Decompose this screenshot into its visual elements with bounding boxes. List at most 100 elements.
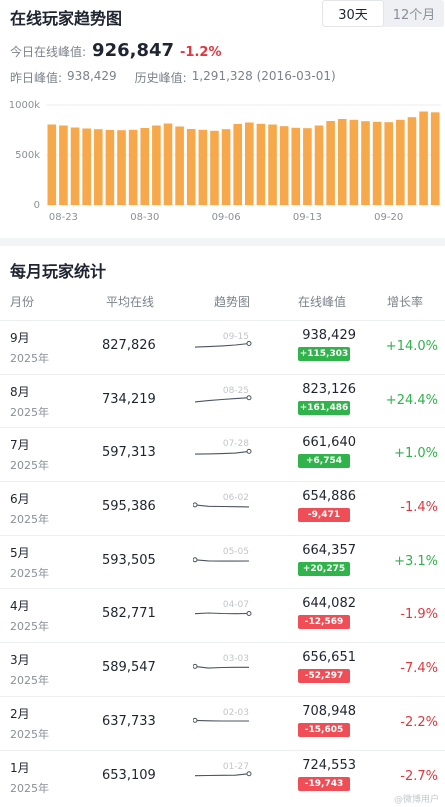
- sparkline-peak-dot: [193, 717, 198, 723]
- row-avg-online: 653,109: [102, 767, 156, 783]
- chart-bar[interactable]: [419, 111, 428, 206]
- row-peak-value: 656,651: [302, 650, 356, 666]
- row-month: 1月: [10, 760, 30, 775]
- watermark: @微博用户: [393, 795, 439, 805]
- chart-bar[interactable]: [233, 124, 242, 205]
- table-row[interactable]: 9月 2025年 827,826 09-15 938,429 +115,303 +14.0%: [0, 320, 445, 374]
- yesterday-peak-value: 938,429: [67, 69, 117, 83]
- chart-bar[interactable]: [349, 119, 359, 205]
- table-row[interactable]: 6月 2025年 595,386 06-02 654,886 -9,471 -1.4%: [0, 481, 445, 535]
- chart-bar[interactable]: [372, 121, 382, 205]
- table-header: 月份 平均在线 趋势图 在线峰值 增长率: [0, 291, 445, 313]
- chart-bar[interactable]: [59, 125, 68, 206]
- alltime-peak-value: 1,291,328 (2016-03-01): [191, 69, 336, 83]
- chart-bar[interactable]: [128, 129, 138, 205]
- row-peak-date: 09-15: [223, 332, 249, 342]
- chart-bar[interactable]: [430, 112, 440, 205]
- row-peak-value: 661,640: [302, 435, 356, 451]
- table-row[interactable]: 4月 2025年 582,771 04-07 644,082 -12,569 -1.9%: [0, 588, 445, 642]
- chart-bar[interactable]: [279, 126, 289, 205]
- row-growth-rate: +14.0%: [385, 339, 438, 354]
- table-row[interactable]: 1月 2025年 653,109 01-27 724,553 -19,743 -2.7%: [0, 749, 445, 804]
- chart-bar[interactable]: [268, 124, 277, 206]
- row-trend-sparkline: 08-25: [194, 386, 252, 403]
- tab-12-months[interactable]: 12个月: [392, 8, 436, 23]
- row-peak-delta-badge: +6,754: [298, 454, 350, 469]
- chart-bar[interactable]: [198, 129, 208, 205]
- row-growth-rate: +24.4%: [385, 392, 438, 408]
- col-month: 月份: [10, 295, 35, 309]
- row-growth-rate: -1.9%: [400, 607, 438, 623]
- row-avg-online: 582,771: [102, 606, 156, 622]
- today-peak-change: -1.2%: [180, 45, 222, 60]
- x-tick-label: 08-30: [130, 212, 159, 223]
- monthly-section-title: 每月玩家统计: [10, 262, 107, 281]
- chart-bar[interactable]: [117, 130, 126, 205]
- sparkline-path: [194, 396, 250, 403]
- sparkline-path: [194, 719, 249, 722]
- x-tick-label: 08-23: [49, 212, 78, 223]
- row-avg-online: 637,733: [102, 713, 156, 729]
- row-avg-online: 595,386: [102, 499, 156, 515]
- chart-bar[interactable]: [303, 128, 312, 205]
- chart-bar[interactable]: [291, 127, 301, 205]
- chart-bar[interactable]: [256, 123, 266, 205]
- x-tick-label: 09-20: [374, 212, 403, 223]
- table-row[interactable]: 3月 2025年 589,547 03-03 656,651 -52,297 -7.4%: [0, 642, 445, 696]
- tab-30-days[interactable]: 30天: [322, 0, 384, 27]
- table-row[interactable]: 8月 2025年 734,219 08-25 823,126 +161,486 +24.4%: [0, 373, 445, 428]
- row-peak-date: 01-27: [223, 762, 249, 772]
- table-row[interactable]: 5月 2025年 593,505 05-05 664,357 +20,275 +3.1%: [0, 534, 445, 589]
- col-peak: 在线峰值: [298, 295, 347, 309]
- chart-bar[interactable]: [140, 128, 150, 205]
- chart-bar[interactable]: [396, 119, 405, 205]
- row-peak-date: 07-28: [223, 439, 249, 449]
- chart-bar[interactable]: [221, 129, 231, 205]
- chart-bar[interactable]: [384, 122, 394, 205]
- chart-bar[interactable]: [361, 121, 370, 205]
- chart-bar[interactable]: [93, 129, 103, 205]
- sparkline-path: [194, 772, 250, 776]
- peak-history-stat: 昨日峰值: 938,429 历史峰值: 1,291,328 (2016-03-0…: [10, 69, 336, 86]
- row-avg-online: 827,826: [102, 338, 156, 353]
- row-peak-value: 654,886: [302, 489, 356, 505]
- row-growth-rate: +3.1%: [394, 553, 438, 569]
- row-month: 3月: [10, 653, 30, 668]
- chart-bar[interactable]: [407, 117, 417, 205]
- page-title: 在线玩家趋势图: [10, 9, 123, 28]
- chart-bar[interactable]: [152, 125, 161, 206]
- row-growth-rate: -1.4%: [400, 500, 438, 516]
- chart-bar[interactable]: [82, 128, 91, 206]
- chart-bar[interactable]: [186, 129, 196, 205]
- y-tick-label: 0: [34, 200, 40, 211]
- chart-bar[interactable]: [163, 123, 173, 206]
- row-month: 6月: [10, 492, 30, 507]
- sparkline-peak-dot: [246, 611, 252, 617]
- table-row[interactable]: 2月 2025年 637,733 02-03 708,948 -15,605 -2.2%: [0, 695, 445, 750]
- chart-bar[interactable]: [210, 130, 219, 205]
- table-row[interactable]: 7月 2025年 597,313 07-28 661,640 +6,754 +1.0%: [0, 427, 445, 481]
- chart-bar[interactable]: [314, 125, 324, 206]
- chart-bar[interactable]: [47, 124, 57, 206]
- row-year: 2025年: [10, 459, 49, 473]
- col-avg: 平均在线: [106, 295, 155, 309]
- section-divider: [0, 238, 445, 246]
- row-growth-rate: +1.0%: [394, 446, 438, 462]
- chart-bar[interactable]: [337, 119, 347, 205]
- row-trend-sparkline: 06-02: [193, 493, 250, 508]
- row-trend-sparkline: 03-03: [193, 654, 249, 669]
- sparkline-peak-dot: [246, 770, 252, 776]
- chart-bar[interactable]: [175, 126, 184, 206]
- chart-bar[interactable]: [326, 121, 335, 205]
- chart-bar[interactable]: [245, 122, 254, 206]
- row-peak-delta-badge: -12,569: [298, 615, 350, 630]
- sparkline-peak-dot: [246, 449, 252, 455]
- row-year: 2025年: [10, 352, 49, 365]
- chart-bar[interactable]: [105, 130, 115, 205]
- chart-bar[interactable]: [70, 127, 80, 206]
- row-avg-online: 734,219: [102, 391, 156, 407]
- row-trend-sparkline: 05-05: [193, 547, 250, 563]
- row-year: 2025年: [10, 674, 49, 688]
- row-peak-delta-badge: -15,605: [298, 722, 350, 737]
- row-growth-rate: -2.7%: [400, 768, 438, 784]
